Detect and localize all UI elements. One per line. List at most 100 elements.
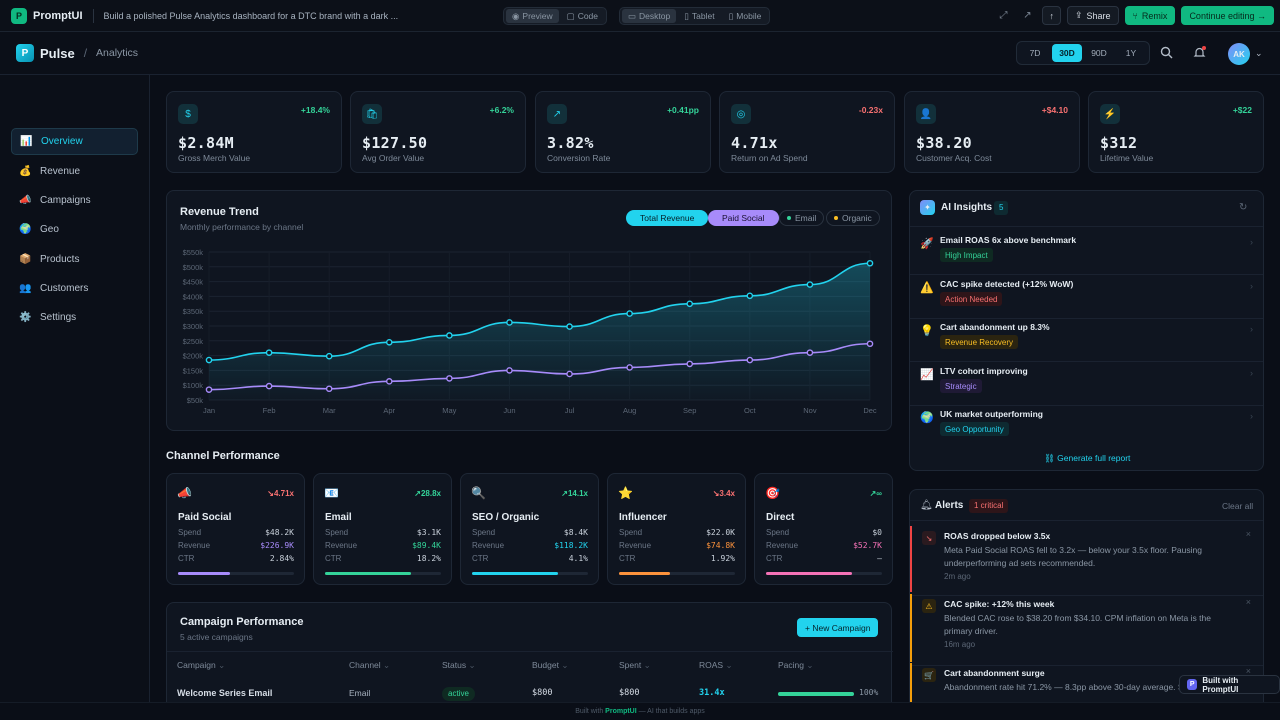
channel-card-paid-social[interactable]: 📣 ↘4.71x Paid Social Spend $48.2K Revenue… [166, 473, 305, 585]
x-tick-label: Aug [623, 406, 636, 415]
alert-item[interactable]: ⚠ CAC spike: +12% this week Blended CAC … [910, 594, 1263, 662]
remix-icon: ⑂ [1132, 10, 1138, 21]
col-spent[interactable]: Spent ⌄ [619, 660, 651, 670]
channel-card-direct[interactable]: 🎯 ↗∞ Direct Spend $0 Revenue $52.7K CTR — [754, 473, 893, 585]
col-roas[interactable]: ROAS ⌄ [699, 660, 733, 670]
channel-card-email[interactable]: 📧 ↗28.8x Email Spend $3.1K Revenue $89.4K … [313, 473, 452, 585]
total-revenue-area [209, 263, 870, 400]
sidebar-item-overview[interactable]: 📊 Overview [11, 128, 138, 155]
upload-button[interactable]: ↑ [1042, 6, 1061, 25]
bolt-icon: ⚡ [1100, 104, 1120, 124]
alert-item[interactable]: ↘ ROAS dropped below 3.5x Meta Paid Soci… [910, 526, 1263, 592]
range-30d[interactable]: 30D [1052, 44, 1082, 62]
sidebar-item-geo[interactable]: 🌍 Geo [19, 224, 59, 235]
range-90d[interactable]: 90D [1091, 48, 1107, 58]
tab-preview[interactable]: ◉ Preview [506, 9, 559, 23]
sidebar-item-products[interactable]: 📦 Products [19, 254, 80, 265]
legend-chip-organic[interactable]: Organic [826, 210, 880, 226]
new-campaign-button[interactable]: + New Campaign [797, 618, 879, 637]
tab-tablet[interactable]: ▯ Tablet [684, 11, 715, 21]
bell-icon[interactable] [1193, 46, 1206, 62]
expand-icon[interactable]: ⤢ [999, 10, 1008, 21]
tab-desktop[interactable]: ▭ Desktop [622, 9, 677, 23]
roas-trend: ↘3.4x [712, 489, 735, 498]
phone-icon: ▯ [728, 11, 734, 21]
col-status[interactable]: Status ⌄ [442, 660, 476, 670]
brand[interactable]: P Pulse / Analytics [16, 44, 138, 62]
external-link-icon[interactable]: ↗ [1023, 10, 1032, 21]
x-tick-label: Jul [565, 406, 575, 415]
insight-item[interactable]: 💡 Cart abandonment up 8.3% Revenue Recov… [910, 322, 1263, 365]
channel-card-seo-organic[interactable]: 🔍 ↗14.1x SEO / Organic Spend $8.4K Revenu… [460, 473, 599, 585]
remix-button[interactable]: ⑂ Remix [1124, 6, 1176, 25]
col-budget[interactable]: Budget ⌄ [532, 660, 569, 670]
trending-up-icon: ↗ [547, 104, 567, 124]
chevron-down-icon[interactable]: ⌄ [1255, 48, 1263, 58]
channel-progress-fill [325, 572, 411, 575]
insights-count-badge: 5 [994, 201, 1009, 215]
kpi-card-gmv[interactable]: $ +18.4% $2.84M Gross Merch Value [166, 91, 342, 173]
insight-item[interactable]: ⚠️ CAC spike detected (+12% WoW) Action … [910, 279, 1263, 322]
sidebar-item-customers[interactable]: 👥 Customers [19, 283, 89, 294]
generate-report-link[interactable]: ⛓ Generate full report [1044, 453, 1131, 463]
avatar[interactable]: AK [1228, 43, 1250, 65]
kpi-card-ltv[interactable]: ⚡ +$22 $312 Lifetime Value [1088, 91, 1264, 173]
range-7d[interactable]: 7D [1029, 48, 1041, 58]
col-campaign[interactable]: Campaign ⌄ [177, 660, 226, 670]
globe-icon: 🌍 [920, 412, 934, 424]
tab-mobile[interactable]: ▯ Mobile [728, 11, 762, 21]
close-icon[interactable]: × [1245, 529, 1251, 539]
ctr-row: CTR 1.92% [619, 554, 735, 563]
promptui-logo[interactable]: P PromptUI [11, 7, 83, 24]
channel-card-influencer[interactable]: ⭐ ↘3.4x Influencer Spend $22.0K Revenue $7… [607, 473, 746, 585]
kpi-label: Lifetime Value [1100, 153, 1154, 163]
alert-item[interactable]: 🛒 Cart abandonment surge Abandonment rat… [910, 663, 1263, 707]
insight-item[interactable]: 🚀 Email ROAS 6x above benchmark High Imp… [910, 235, 1263, 278]
tab-code[interactable]: ▢ Code [566, 11, 599, 21]
kpi-card-aov[interactable]: 🛍 +6.2% $127.50 Avg Order Value [350, 91, 526, 173]
clear-all-button[interactable]: Clear all [1222, 501, 1254, 511]
refresh-icon[interactable]: ↻ [1239, 202, 1248, 213]
revenue-row: Revenue $118.2K [472, 541, 588, 550]
built-with-badge[interactable]: P Built with PromptUI [1179, 675, 1280, 694]
continue-editing-button[interactable]: Continue editing → [1181, 6, 1274, 25]
target-icon: ◎ [731, 104, 751, 124]
dollar-icon: $ [178, 104, 198, 124]
alert-description: Blended CAC rose to $38.20 from $34.10. … [944, 613, 1211, 636]
kpi-card-cac[interactable]: 👤 +$4.10 $38.20 Customer Acq. Cost [904, 91, 1080, 173]
search-icon[interactable] [1160, 46, 1173, 62]
insight-item[interactable]: 📈 LTV cohort improving Strategic › [910, 366, 1263, 409]
date-range-selector: 7D 30D 90D 1Y [1016, 41, 1150, 65]
alert-description: Meta Paid Social ROAS fell to 3.2x — bel… [944, 545, 1202, 568]
channel-progress-fill [766, 572, 852, 575]
sidebar-item-campaigns[interactable]: 📣 Campaigns [19, 195, 91, 206]
prompt-text[interactable]: Build a polished Pulse Analytics dashboa… [103, 10, 399, 21]
share-button[interactable]: ⇪ Share [1066, 6, 1119, 25]
sidebar-item-settings[interactable]: ⚙️ Settings [19, 312, 77, 323]
insight-tag: Geo Opportunity [940, 422, 1009, 436]
y-tick-label: $100k [183, 381, 204, 390]
legend-chip-paid-social[interactable]: Paid Social [708, 210, 779, 226]
channel-progress-bar [472, 572, 588, 575]
alert-title: CAC spike: +12% this week [944, 599, 1055, 609]
data-point [566, 370, 573, 378]
sort-icon: ⌄ [561, 660, 569, 670]
x-tick-label: Jun [503, 406, 515, 415]
col-pacing[interactable]: Pacing ⌄ [778, 660, 814, 670]
legend-chip-total-revenue[interactable]: Total Revenue [626, 210, 709, 226]
kpi-card-roas[interactable]: ◎ -0.23x 4.71x Return on Ad Spend [719, 91, 895, 173]
insight-item[interactable]: 🌍 UK market outperforming Geo Opportunit… [910, 409, 1263, 452]
channel-progress-fill [472, 572, 558, 575]
kpi-value: 4.71x [731, 134, 778, 152]
spend-row: Spend $48.2K [178, 528, 294, 537]
range-1y[interactable]: 1Y [1125, 48, 1137, 58]
col-channel[interactable]: Channel ⌄ [349, 660, 391, 670]
close-icon[interactable]: × [1245, 597, 1251, 607]
sidebar-item-revenue[interactable]: 💰 Revenue [19, 166, 81, 177]
kpi-card-conversion[interactable]: ↗ +0.41pp 3.82% Conversion Rate [535, 91, 711, 173]
divider [910, 665, 1263, 666]
y-tick-label: $50k [187, 396, 204, 405]
close-icon[interactable]: × [1245, 666, 1251, 676]
legend-chip-email[interactable]: Email [779, 210, 825, 226]
ctr-row: CTR — [766, 554, 882, 563]
